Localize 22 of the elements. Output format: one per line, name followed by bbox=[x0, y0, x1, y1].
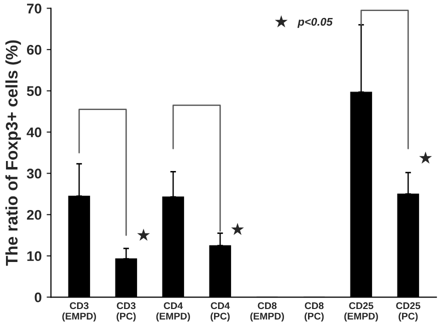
y-tick-label: 50 bbox=[26, 86, 42, 96]
y-axis-title: The ratio of Foxp3+ cells (%) bbox=[5, 40, 21, 266]
annotation: p<0.05 bbox=[297, 18, 333, 28]
x-tick-label: CD4 (PC) bbox=[210, 302, 230, 322]
annotation: ★ bbox=[274, 15, 288, 28]
x-tick-label: CD3 (EMPD) bbox=[62, 302, 96, 322]
y-tick-label: 20 bbox=[26, 210, 42, 220]
y-tick-label: 10 bbox=[27, 251, 42, 262]
x-tick-label: CD25 (EMPD) bbox=[344, 302, 378, 322]
annotation: ★ bbox=[419, 151, 432, 164]
x-tick-label: CD4 (EMPD) bbox=[156, 302, 190, 322]
y-tick-label: 70 bbox=[27, 4, 42, 14]
y-tick-label: 60 bbox=[26, 44, 42, 55]
annotation: ★ bbox=[231, 222, 244, 235]
y-tick-label: 40 bbox=[26, 127, 42, 138]
x-tick-label: CD8 (PC) bbox=[304, 302, 324, 322]
x-tick-label: CD25 (PC) bbox=[396, 302, 420, 322]
x-tick-label: CD3 (PC) bbox=[116, 302, 136, 322]
annotation: ★ bbox=[137, 228, 150, 241]
x-tick-label: CD8 (EMPD) bbox=[250, 302, 284, 322]
y-tick-label: 0 bbox=[34, 292, 42, 302]
y-tick-label: 30 bbox=[26, 168, 42, 179]
